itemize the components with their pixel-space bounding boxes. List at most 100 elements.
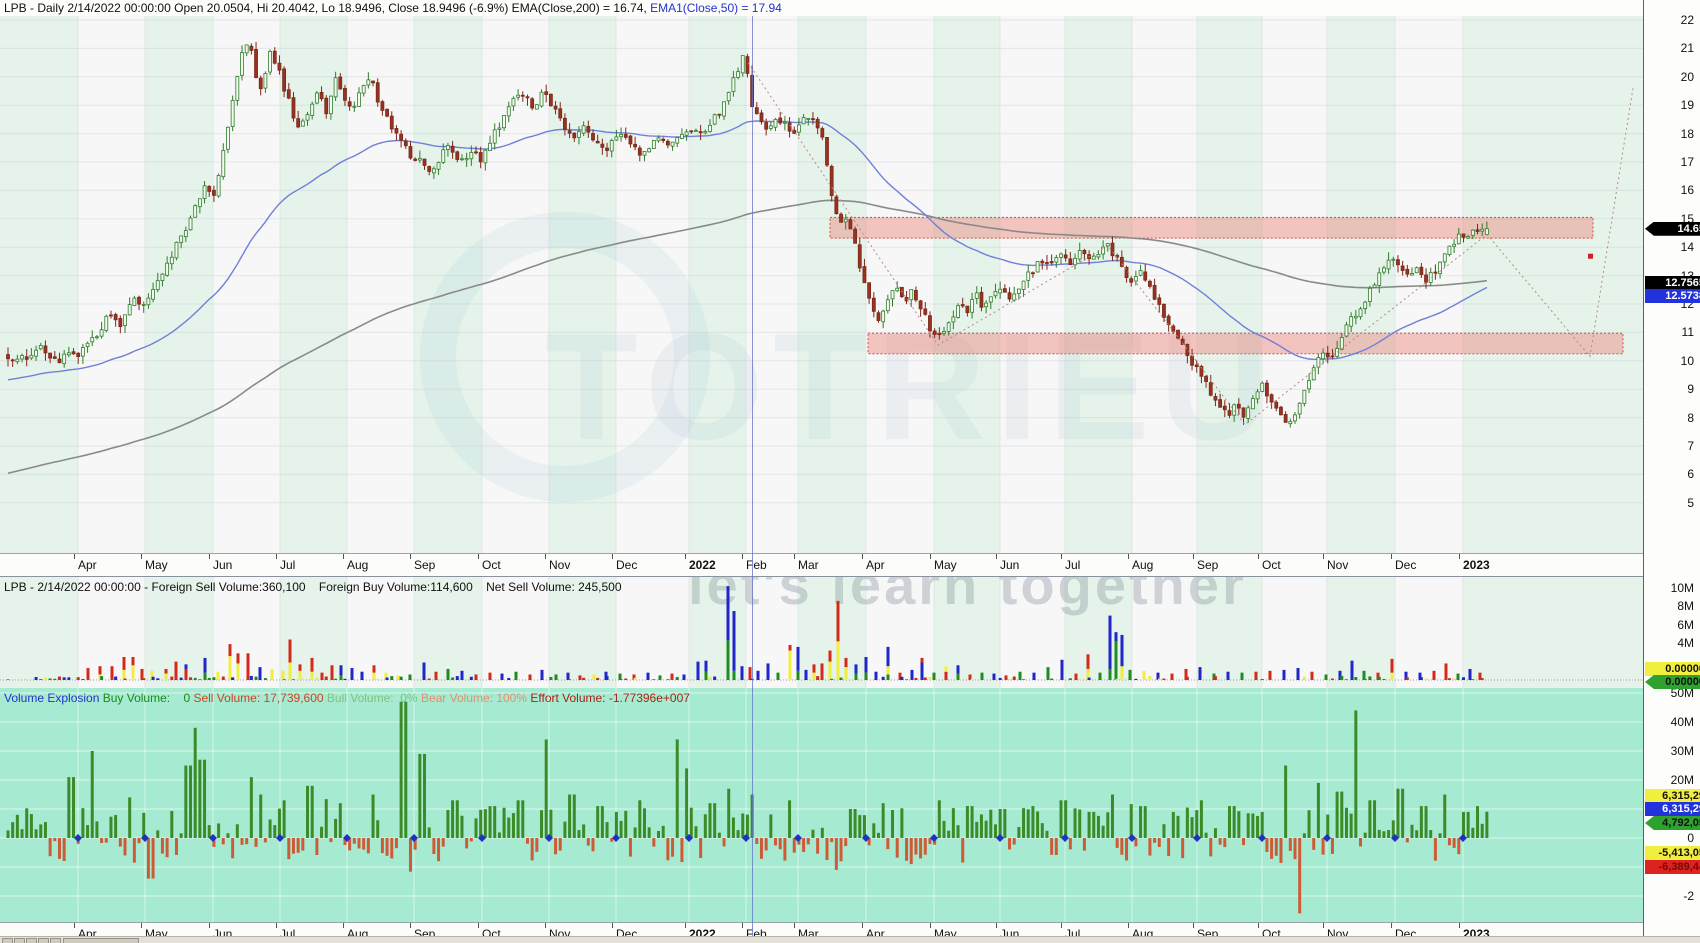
supply-demand-zone[interactable] bbox=[829, 216, 1594, 239]
x-axis-tick bbox=[742, 923, 743, 928]
scrollbar-button[interactable] bbox=[14, 938, 25, 943]
volume-explosion-bars[interactable] bbox=[6, 701, 1489, 914]
x-axis-tick bbox=[685, 554, 686, 559]
x-axis-tick bbox=[141, 554, 142, 559]
x-axis-label: Sep bbox=[1197, 558, 1219, 572]
scrollbar-button[interactable] bbox=[26, 938, 37, 943]
x-axis-label: Nov bbox=[549, 558, 571, 572]
x-axis-tick bbox=[74, 923, 75, 928]
x-axis-tick bbox=[276, 923, 277, 928]
signal-marker bbox=[1588, 253, 1593, 259]
ema200-value-tag: 12.7565 bbox=[1645, 275, 1700, 290]
x-axis-label: Mar bbox=[798, 558, 819, 572]
volume-axis-label: 6M bbox=[1677, 617, 1694, 632]
explosion-axis-label: 0 bbox=[1687, 831, 1694, 845]
price-axis-label: 10 bbox=[1680, 353, 1694, 368]
x-axis-tick bbox=[1061, 554, 1062, 559]
x-axis-tick bbox=[996, 923, 997, 928]
volume-axis-label: 4M bbox=[1677, 636, 1694, 651]
price-axis-label: 16 bbox=[1680, 183, 1694, 198]
x-axis-tick bbox=[343, 923, 344, 928]
price-axis-label: 17 bbox=[1680, 155, 1694, 169]
explosion-axis-label: 20M bbox=[1670, 773, 1694, 787]
explosion-value-tag: 6,315,29 bbox=[1645, 789, 1700, 803]
x-axis-tick bbox=[1323, 554, 1324, 559]
x-axis-tick bbox=[862, 923, 863, 928]
price-axis-label: 6 bbox=[1687, 467, 1694, 482]
x-axis-tick bbox=[209, 923, 210, 928]
scrollbar-thumb[interactable] bbox=[63, 938, 139, 943]
title-segment: LPB - Daily 2/14/2022 00:00:00 Open 20.0… bbox=[4, 1, 651, 15]
supply-demand-zone[interactable] bbox=[867, 332, 1624, 355]
x-axis-tick bbox=[1391, 554, 1392, 559]
x-axis-tick bbox=[1193, 923, 1194, 928]
x-axis-label: Nov bbox=[1327, 558, 1349, 572]
x-axis-strip-top[interactable]: Apr May Jun Jul Aug Sep Oct Nov Dec 2022 Feb Mar Apr… bbox=[0, 553, 1643, 577]
candlestick-series[interactable] bbox=[6, 41, 1489, 428]
x-axis-tick bbox=[141, 923, 142, 928]
x-axis-tick bbox=[1258, 923, 1259, 928]
watermark-logo-text: TOTRIEU bbox=[545, 302, 1280, 472]
ema50-line bbox=[7, 120, 1488, 381]
x-axis-label: Jun bbox=[1000, 558, 1020, 572]
x-axis-tick bbox=[930, 554, 931, 559]
x-axis-label: Oct bbox=[482, 558, 501, 572]
explosion-axis-label: 30M bbox=[1670, 744, 1694, 758]
price-axis-label: 20 bbox=[1680, 69, 1694, 84]
explosion-axis-label: -2 bbox=[1683, 889, 1694, 903]
price-axis-label: 21 bbox=[1680, 41, 1694, 56]
x-axis-tick bbox=[1258, 554, 1259, 559]
x-axis-label: 2022 bbox=[689, 558, 716, 572]
x-axis-tick bbox=[742, 554, 743, 559]
x-axis-label: Dec bbox=[616, 558, 638, 572]
x-axis-tick bbox=[478, 923, 479, 928]
x-axis-label: Jun bbox=[213, 558, 233, 572]
price-axis-label: 22 bbox=[1680, 13, 1694, 27]
x-axis-label: Aug bbox=[347, 558, 369, 572]
scrollbar-button[interactable] bbox=[38, 938, 49, 943]
price-axis[interactable]: 222120191817161514131211109876510M8M6M4M… bbox=[1643, 0, 1700, 943]
volume-axis-label: 8M bbox=[1677, 599, 1694, 614]
foreign-volume-bars[interactable] bbox=[6, 586, 1484, 680]
volume-axis-label: 10M bbox=[1670, 581, 1694, 595]
x-axis-label: Oct bbox=[1262, 558, 1281, 572]
last-price-tag: 14.65 bbox=[1645, 221, 1700, 236]
x-axis-tick bbox=[996, 554, 997, 559]
x-axis-tick bbox=[612, 554, 613, 559]
explosion-axis-label: 50M bbox=[1670, 686, 1694, 700]
price-axis-label: 19 bbox=[1680, 98, 1694, 113]
explosion-value-tag: 4,792,05 bbox=[1645, 816, 1700, 830]
x-axis-tick bbox=[1128, 923, 1129, 928]
x-axis-tick bbox=[1061, 923, 1062, 928]
x-axis-tick bbox=[1459, 923, 1460, 928]
x-axis-tick bbox=[794, 923, 795, 928]
x-axis-tick bbox=[1193, 554, 1194, 559]
explosion-value-tag: -6,389,44 bbox=[1645, 860, 1700, 874]
x-axis-tick bbox=[794, 554, 795, 559]
x-axis-label: 2023 bbox=[1463, 558, 1490, 572]
date-cursor-line bbox=[752, 16, 753, 936]
title-segment: Bull Volume: 0% bbox=[326, 691, 421, 705]
explosion-value-tag: -5,413,05 bbox=[1645, 846, 1700, 860]
title-segment: Effort Volume: -1.77396e+007 bbox=[530, 691, 690, 705]
scrollbar-button[interactable] bbox=[50, 938, 61, 943]
horizontal-scrollbar[interactable] bbox=[0, 936, 1700, 943]
title-segment: EMA1(Close,50) = 17.94 bbox=[650, 1, 782, 15]
scrollbar-button[interactable] bbox=[2, 938, 13, 943]
x-axis-tick bbox=[478, 554, 479, 559]
price-axis-label: 18 bbox=[1680, 126, 1694, 141]
x-axis-tick bbox=[1459, 554, 1460, 559]
price-axis-label: 9 bbox=[1687, 382, 1694, 397]
explosion-axis-label: 40M bbox=[1670, 715, 1694, 729]
x-axis-label: May bbox=[934, 558, 957, 572]
foreign-volume-panel-title: LPB - 2/14/2022 00:00:00 - Foreign Sell … bbox=[4, 580, 622, 594]
x-axis-tick bbox=[545, 554, 546, 559]
price-axis-label: 8 bbox=[1687, 410, 1694, 425]
x-axis-label: Feb bbox=[746, 558, 767, 572]
x-axis-tick bbox=[410, 554, 411, 559]
title-segment: Sell Volume: 17,739,600 bbox=[193, 691, 327, 705]
x-axis-label: Jul bbox=[280, 558, 296, 572]
